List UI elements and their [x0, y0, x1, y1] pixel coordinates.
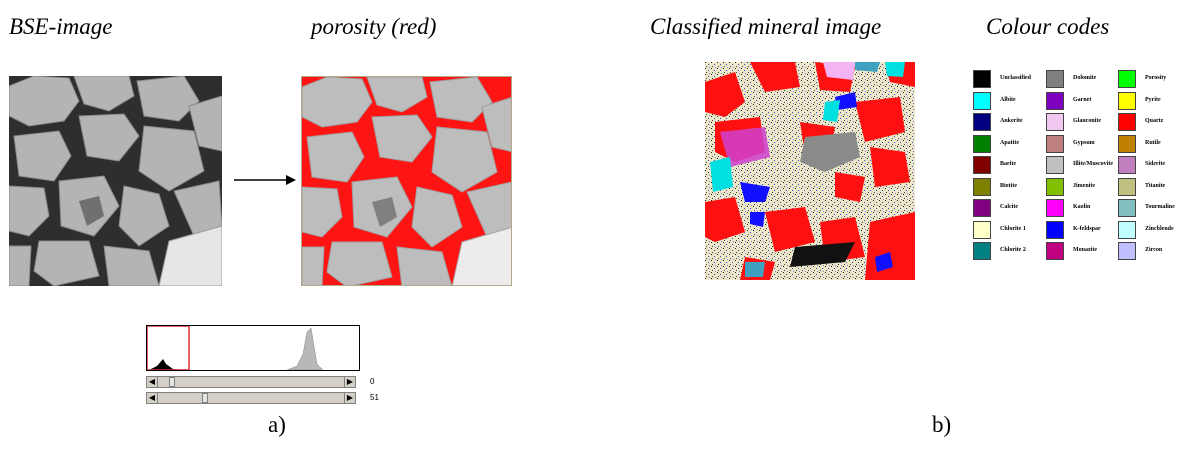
legend-label: Jimenite	[1073, 182, 1095, 189]
legend-swatch	[973, 220, 991, 239]
legend-label: Pyrite	[1145, 96, 1161, 103]
legend-label: Gypsum	[1073, 139, 1095, 146]
porosity-caption: porosity (red)	[311, 14, 437, 39]
threshold-slider-upper[interactable]: ◀ ▶	[146, 392, 356, 404]
legend-swatch	[973, 199, 991, 217]
legend-label: Apatite	[1000, 139, 1019, 146]
slider-lower-value: 0	[370, 377, 375, 386]
legend-swatch	[1118, 199, 1136, 217]
legend-swatch	[1046, 91, 1064, 110]
slider-thumb[interactable]	[168, 377, 175, 387]
legend-label: Rutile	[1145, 139, 1161, 146]
legend-swatch	[1118, 242, 1136, 260]
legend-swatch	[1046, 70, 1064, 88]
legend-swatch	[1118, 91, 1136, 110]
legend-label: Chlorite 1	[1000, 225, 1026, 232]
colour-codes-caption: Colour codes	[986, 14, 1110, 39]
legend-label: Porosity	[1145, 75, 1167, 81]
slider-left-arrow-icon[interactable]: ◀	[147, 377, 158, 387]
legend-label: Zircon	[1145, 247, 1163, 253]
slider-upper-value: 51	[370, 393, 379, 402]
slider-left-arrow-icon[interactable]: ◀	[147, 393, 158, 403]
legend-swatch	[1118, 156, 1136, 174]
porosity-image	[301, 76, 512, 286]
legend-swatch	[973, 156, 991, 174]
legend-label: Unclassified	[1000, 75, 1032, 81]
legend-label: Biotite	[1000, 182, 1017, 189]
legend-label: Illite/Muscovite	[1073, 161, 1113, 167]
legend-label: Calcite	[1000, 204, 1018, 210]
legend-label: K-feldspar	[1073, 225, 1101, 232]
slider-thumb[interactable]	[201, 393, 208, 403]
arrow-icon	[234, 175, 296, 185]
threshold-slider-lower[interactable]: ◀ ▶	[146, 376, 356, 388]
legend-label: Kaolin	[1073, 204, 1091, 210]
legend-label: Dolomite	[1073, 75, 1097, 81]
legend-label: Quartz	[1145, 118, 1164, 124]
classified-image-caption: Classified mineral image	[650, 14, 882, 39]
legend-label: Monazite	[1073, 247, 1097, 253]
legend-swatch	[1046, 177, 1064, 196]
legend-label: Garnet	[1073, 96, 1092, 103]
classified-mineral-image	[705, 62, 915, 280]
legend-swatch	[1118, 220, 1136, 239]
bse-image-caption: BSE-image	[9, 14, 113, 39]
legend-label: Barite	[1000, 161, 1016, 167]
legend-label: Tourmaline	[1145, 204, 1175, 210]
legend-swatch	[1046, 134, 1064, 153]
legend-swatch	[1118, 134, 1136, 153]
legend-swatch	[1046, 199, 1064, 217]
legend-swatch	[1118, 177, 1136, 196]
legend-swatch	[973, 134, 991, 153]
histogram	[146, 325, 360, 371]
slider-right-arrow-icon[interactable]: ▶	[344, 377, 355, 387]
legend-swatch	[973, 177, 991, 196]
legend-swatch	[1046, 113, 1064, 131]
slider-right-arrow-icon[interactable]: ▶	[344, 393, 355, 403]
legend-swatch	[973, 113, 991, 131]
legend-swatch	[1118, 113, 1136, 131]
legend-swatch	[1046, 156, 1064, 174]
legend-swatch	[973, 91, 991, 110]
legend-label: Ankerite	[1000, 118, 1023, 124]
panel-b-label: b)	[932, 412, 952, 437]
legend-swatch	[973, 70, 991, 88]
legend-label: Zincblende	[1145, 225, 1174, 232]
panel-a-label: a)	[268, 412, 286, 437]
legend-label: Siderite	[1145, 161, 1165, 167]
legend-label: Glauconite	[1073, 118, 1101, 124]
legend-swatch	[1118, 70, 1136, 88]
bse-image	[9, 76, 222, 286]
legend-swatch	[1046, 242, 1064, 260]
legend-swatch	[1046, 220, 1064, 239]
legend-label: Chlorite 2	[1000, 247, 1026, 253]
legend-label: Albite	[1000, 96, 1016, 103]
legend-swatch	[973, 242, 991, 260]
legend-label: Titanite	[1145, 182, 1166, 189]
